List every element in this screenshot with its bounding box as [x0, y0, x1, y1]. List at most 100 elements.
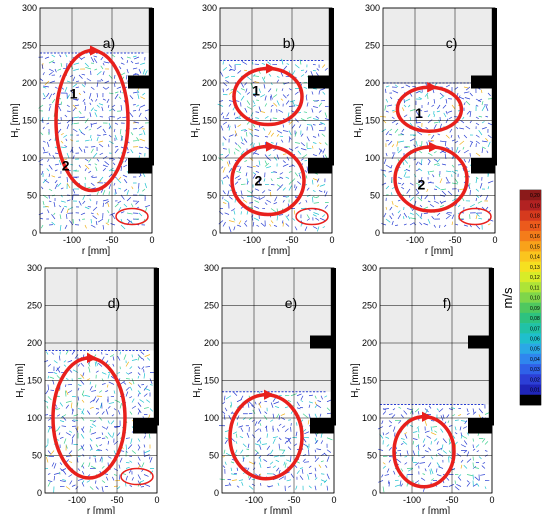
y-tick-label: 300 — [202, 3, 217, 13]
colorbar-swatch — [520, 364, 541, 375]
colorbar-tick-label: 0,10 — [530, 296, 540, 302]
y-tick-label: 250 — [27, 301, 42, 311]
mixer-structure — [128, 8, 154, 174]
colorbar-swatch — [520, 200, 541, 211]
y-axis-label: Hr [mm] — [350, 363, 362, 398]
colorbar-tick-label: 0,09 — [530, 306, 540, 312]
colorbar-tick-label: 0,06 — [530, 337, 540, 343]
panel-label: e) — [285, 295, 297, 311]
colorbar-tick-label: 0,05 — [530, 347, 540, 353]
y-tick-label: 200 — [365, 78, 380, 88]
x-tick-label: 0 — [489, 495, 494, 505]
x-axis-label: r [mm] — [425, 246, 454, 257]
y-tick-label: 200 — [204, 338, 219, 348]
velocity-vector-field — [218, 391, 333, 492]
mixer-structure — [310, 268, 336, 434]
colorbar-tick-label: 0,01 — [530, 388, 540, 394]
x-axis-label: r [mm] — [422, 506, 451, 514]
colorbar: 0,20 0,19 0,18 0,17 0,16 0,15 0,14 0,13 0,12 0,11… — [500, 189, 542, 406]
panel-b: 1 2 b) -100 -50 0 0 50 100 150 200 250 300 r [mm] Hr [… — [190, 3, 335, 257]
y-tick-label: 50 — [209, 451, 219, 461]
mixer-structure — [468, 268, 494, 434]
y-tick-label: 300 — [27, 263, 42, 273]
flow-loops — [230, 63, 329, 226]
y-tick-label: 50 — [32, 451, 42, 461]
velocity-vector-field — [380, 82, 494, 230]
y-axis-label: Hr [mm] — [353, 103, 365, 138]
colorbar-tick-label: 0,11 — [530, 285, 540, 291]
colorbar-tick-label: 0,19 — [530, 203, 540, 209]
vortex-label: 1 — [252, 83, 260, 99]
y-tick-label: 250 — [202, 41, 217, 51]
x-tick-label: -50 — [448, 235, 461, 245]
x-tick-label: -50 — [287, 495, 300, 505]
y-axis-label: Hr [mm] — [10, 103, 22, 138]
y-axis-label: Hr [mm] — [192, 363, 204, 398]
colorbar-tick-label: 0,03 — [530, 367, 540, 373]
colorbar-swatch — [520, 230, 541, 242]
colorbar-tick-label: 0,04 — [530, 357, 540, 363]
y-tick-label: 200 — [27, 338, 42, 348]
x-tick-label: -100 — [403, 495, 421, 505]
x-axis-label: r [mm] — [87, 506, 116, 514]
x-tick-label: -100 — [63, 235, 81, 245]
upper-zone — [40, 8, 152, 53]
colorbar-swatch — [520, 384, 541, 396]
colorbar-tick-label: 0,15 — [530, 244, 540, 250]
colorbar-tick-label: 0 — [530, 398, 533, 404]
y-tick-label: 50 — [27, 191, 37, 201]
y-tick-label: 250 — [22, 41, 37, 51]
y-tick-label: 50 — [367, 451, 377, 461]
colorbar-tick-label: 0,13 — [530, 265, 540, 271]
colorbar-unit: m/s — [500, 287, 515, 308]
colorbar-tick-label: 0,08 — [530, 316, 540, 322]
panel-label: d) — [108, 295, 120, 311]
colorbar-swatch — [520, 190, 541, 201]
y-tick-label: 150 — [365, 116, 380, 126]
vortex-label: 2 — [62, 158, 70, 174]
colorbar-swatch — [520, 261, 541, 273]
panel-c: 1 2 c) -100 -50 0 0 50 100 150 200 250 300 r [mm] Hr [… — [353, 3, 498, 257]
y-tick-label: 250 — [362, 301, 377, 311]
x-axis-label: r [mm] — [264, 506, 293, 514]
colorbar-swatch — [520, 394, 541, 406]
mixer-structure — [308, 8, 334, 174]
vortex-label: 2 — [418, 176, 426, 192]
y-tick-label: 150 — [362, 376, 377, 386]
upper-zone — [220, 8, 332, 61]
x-tick-label: -100 — [406, 235, 424, 245]
y-tick-label: 0 — [212, 228, 217, 238]
velocity-vector-field — [217, 58, 331, 233]
y-tick-label: 100 — [204, 413, 219, 423]
colorbar-swatch — [520, 251, 541, 262]
colorbar-swatch — [520, 210, 541, 222]
colorbar-swatch — [520, 271, 541, 283]
colorbar-swatch — [520, 353, 541, 365]
panel-label: a) — [103, 35, 115, 51]
vortex-label: 2 — [255, 173, 263, 189]
x-tick-label: 0 — [492, 235, 497, 245]
colorbar-tick-label: 0,02 — [530, 377, 540, 383]
y-tick-label: 200 — [202, 78, 217, 88]
y-tick-label: 300 — [22, 3, 37, 13]
flow-loops — [392, 411, 456, 489]
panel-label: c) — [446, 35, 458, 51]
y-tick-label: 100 — [365, 153, 380, 163]
colorbar-swatch — [520, 374, 541, 385]
y-tick-label: 0 — [372, 488, 377, 498]
colorbar-swatch — [520, 282, 541, 293]
x-tick-label: -50 — [285, 235, 298, 245]
y-tick-label: 250 — [204, 301, 219, 311]
colorbar-tick-label: 0,20 — [530, 193, 540, 199]
y-tick-label: 150 — [204, 376, 219, 386]
y-tick-label: 300 — [204, 263, 219, 273]
y-tick-label: 150 — [202, 116, 217, 126]
x-tick-label: -100 — [243, 235, 261, 245]
colorbar-swatch — [520, 333, 541, 344]
mixer-structure — [471, 8, 497, 174]
panel-label: f) — [443, 295, 452, 311]
x-tick-label: 0 — [331, 495, 336, 505]
x-tick-label: -50 — [110, 495, 123, 505]
y-tick-label: 0 — [32, 228, 37, 238]
